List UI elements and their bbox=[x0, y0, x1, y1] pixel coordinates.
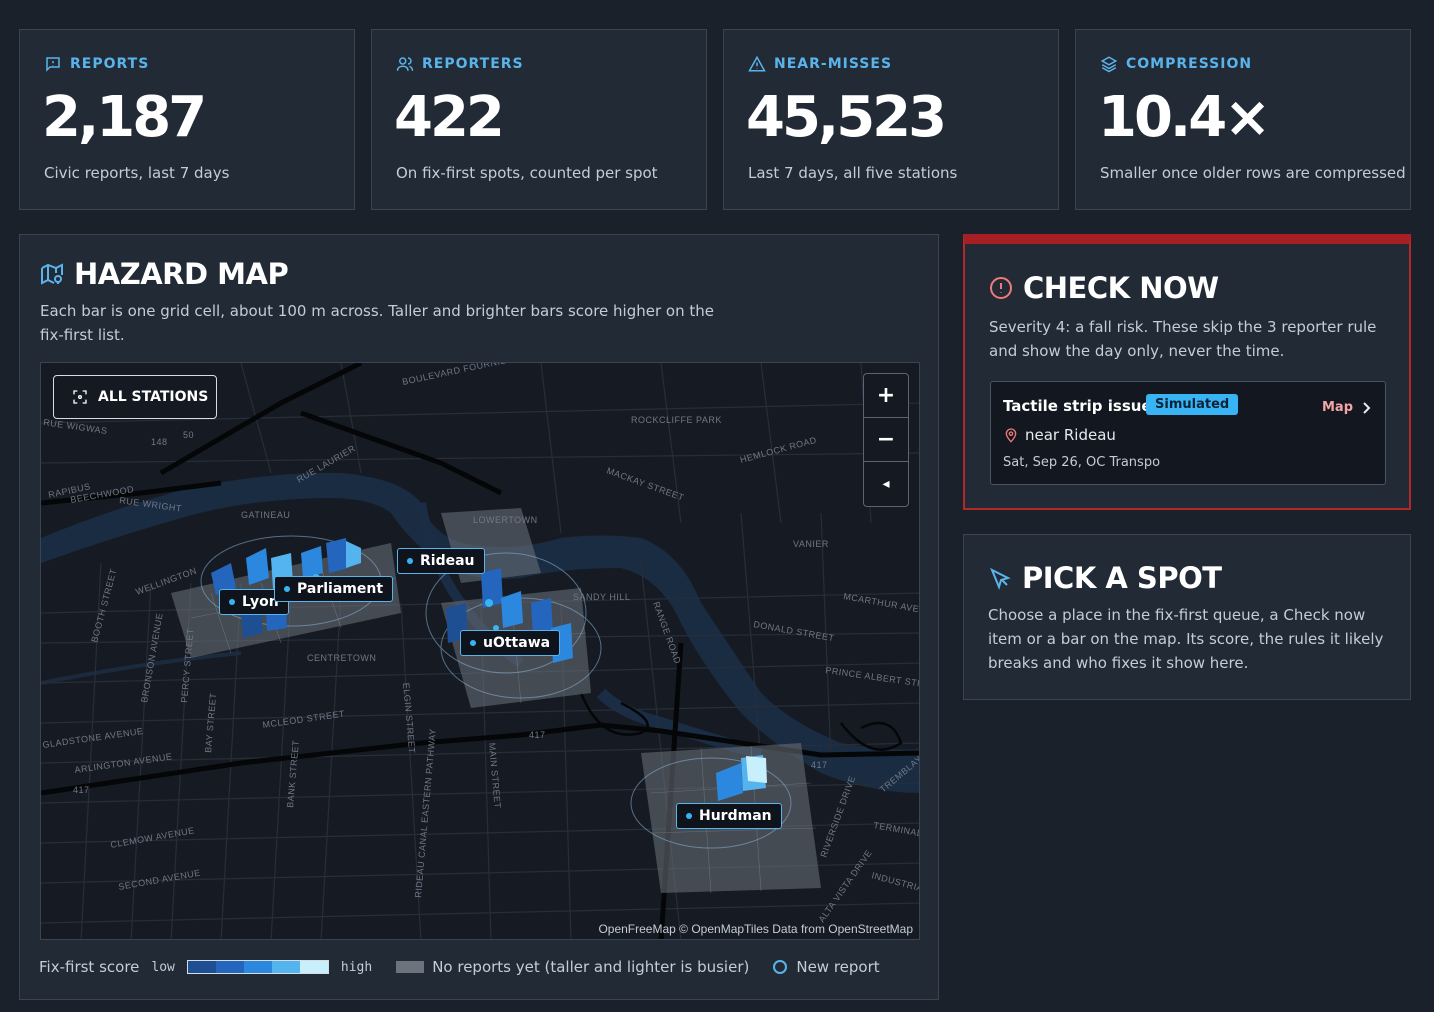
station-label-uottawa[interactable]: uOttawa bbox=[460, 630, 561, 656]
users-icon bbox=[396, 57, 414, 71]
zoom-out-button[interactable]: − bbox=[864, 418, 908, 462]
map-link[interactable]: Map bbox=[1322, 400, 1371, 415]
map-legend: Fix-first score low high No reports yet … bbox=[39, 958, 880, 976]
stat-sub: Last 7 days, all five stations bbox=[748, 164, 958, 182]
stat-label: REPORTS bbox=[44, 55, 149, 73]
gradient-step bbox=[187, 961, 216, 973]
stat-label: REPORTERS bbox=[396, 55, 524, 73]
check-now-item[interactable]: Tactile strip issue Simulated Map near R… bbox=[990, 381, 1386, 485]
map-icon bbox=[41, 263, 63, 285]
road-number: 148 bbox=[151, 437, 168, 447]
legend-no-reports-swatch bbox=[396, 961, 425, 973]
hazard-map-canvas[interactable]: BOULEVARD FOURNIER ROCKCLIFFE PARK RUE W… bbox=[40, 362, 920, 940]
station-label-hurdman[interactable]: Hurdman bbox=[676, 803, 782, 829]
stat-label: COMPRESSION bbox=[1100, 55, 1252, 73]
report-title: Tactile strip issue bbox=[1003, 397, 1152, 415]
gradient-step bbox=[271, 961, 300, 973]
legend-gradient bbox=[186, 960, 329, 974]
stat-card-reports: REPORTS 2,187 Civic reports, last 7 days bbox=[19, 29, 355, 210]
check-now-desc: Severity 4: a fall risk. These skip the … bbox=[989, 318, 1377, 360]
warning-icon bbox=[748, 55, 766, 72]
report-location: near Rideau bbox=[1003, 426, 1116, 444]
stat-value: 422 bbox=[394, 85, 505, 150]
report-date: Sat, Sep 26, OC Transpo bbox=[1003, 455, 1161, 470]
road-number: 417 bbox=[811, 760, 828, 770]
legend-no-reports-label: No reports yet (taller and lighter is bu… bbox=[432, 958, 750, 976]
check-now-panel: CHECK NOW Severity 4: a fall risk. These… bbox=[963, 234, 1411, 510]
all-stations-button[interactable]: ALL STATIONS bbox=[53, 375, 217, 419]
stat-label: NEAR-MISSES bbox=[748, 55, 892, 73]
stat-card-near-misses: NEAR-MISSES 45,523 Last 7 days, all five… bbox=[723, 29, 1059, 210]
pick-spot-panel: PICK A SPOT Choose a place in the fix-fi… bbox=[963, 534, 1411, 700]
road-number: 417 bbox=[73, 785, 90, 795]
map-base[interactable]: BOULEVARD FOURNIER ROCKCLIFFE PARK RUE W… bbox=[41, 363, 920, 940]
chevron-right-icon bbox=[1363, 401, 1371, 414]
check-now-title: CHECK NOW bbox=[989, 271, 1219, 305]
cursor-icon bbox=[990, 567, 1011, 590]
report-icon bbox=[46, 57, 60, 72]
map-attribution[interactable]: OpenFreeMap © OpenMapTiles Data from Ope… bbox=[598, 922, 913, 936]
layers-icon bbox=[1100, 56, 1118, 73]
hazard-map-panel: HAZARD MAP Each bar is one grid cell, ab… bbox=[19, 234, 939, 1000]
road-number: 417 bbox=[529, 730, 546, 740]
pick-spot-title: PICK A SPOT bbox=[988, 561, 1222, 595]
place-label: VANIER bbox=[793, 539, 829, 549]
zoom-controls: + − ◂ bbox=[863, 373, 909, 507]
stat-value: 45,523 bbox=[746, 85, 947, 150]
legend-high-label: high bbox=[340, 959, 373, 975]
stat-card-compression: COMPRESSION 10.4× Smaller once older row… bbox=[1075, 29, 1411, 210]
simulated-badge: Simulated bbox=[1146, 394, 1239, 415]
legend-new-report-label: New report bbox=[796, 958, 880, 976]
pick-spot-desc: Choose a place in the fix-first queue, a… bbox=[988, 606, 1384, 672]
compass-button[interactable]: ◂ bbox=[882, 476, 890, 492]
stat-sub: On fix-first spots, counted per spot bbox=[396, 164, 658, 182]
gradient-step bbox=[299, 961, 328, 973]
legend-low-label: low bbox=[151, 959, 175, 975]
gradient-step bbox=[215, 961, 244, 973]
station-label-parliament[interactable]: Parliament bbox=[274, 576, 394, 602]
place-label: ROCKCLIFFE PARK bbox=[631, 415, 722, 425]
zoom-in-button[interactable]: + bbox=[864, 374, 908, 418]
new-report-ring-icon bbox=[773, 960, 788, 974]
alert-circle-icon bbox=[990, 277, 1012, 299]
gradient-step bbox=[243, 961, 272, 973]
stat-value: 10.4× bbox=[1098, 85, 1271, 150]
location-pin-icon bbox=[1005, 428, 1017, 443]
legend-score-label: Fix-first score bbox=[39, 958, 140, 976]
road-number: 50 bbox=[183, 430, 194, 440]
focus-icon bbox=[73, 390, 87, 404]
stat-sub: Civic reports, last 7 days bbox=[44, 164, 230, 182]
place-label: SANDY HILL bbox=[573, 592, 630, 602]
stat-sub: Smaller once older rows are compressed bbox=[1100, 164, 1406, 182]
stat-value: 2,187 bbox=[42, 85, 207, 150]
place-label: GATINEAU bbox=[241, 510, 290, 520]
place-label: LOWERTOWN bbox=[473, 515, 538, 525]
stat-card-reporters: REPORTERS 422 On fix-first spots, counte… bbox=[371, 29, 707, 210]
place-label: CENTRETOWN bbox=[307, 653, 376, 663]
hazard-map-title: HAZARD MAP bbox=[40, 257, 289, 291]
hazard-map-desc: Each bar is one grid cell, about 100 m a… bbox=[40, 302, 714, 344]
station-label-rideau[interactable]: Rideau bbox=[397, 548, 485, 574]
